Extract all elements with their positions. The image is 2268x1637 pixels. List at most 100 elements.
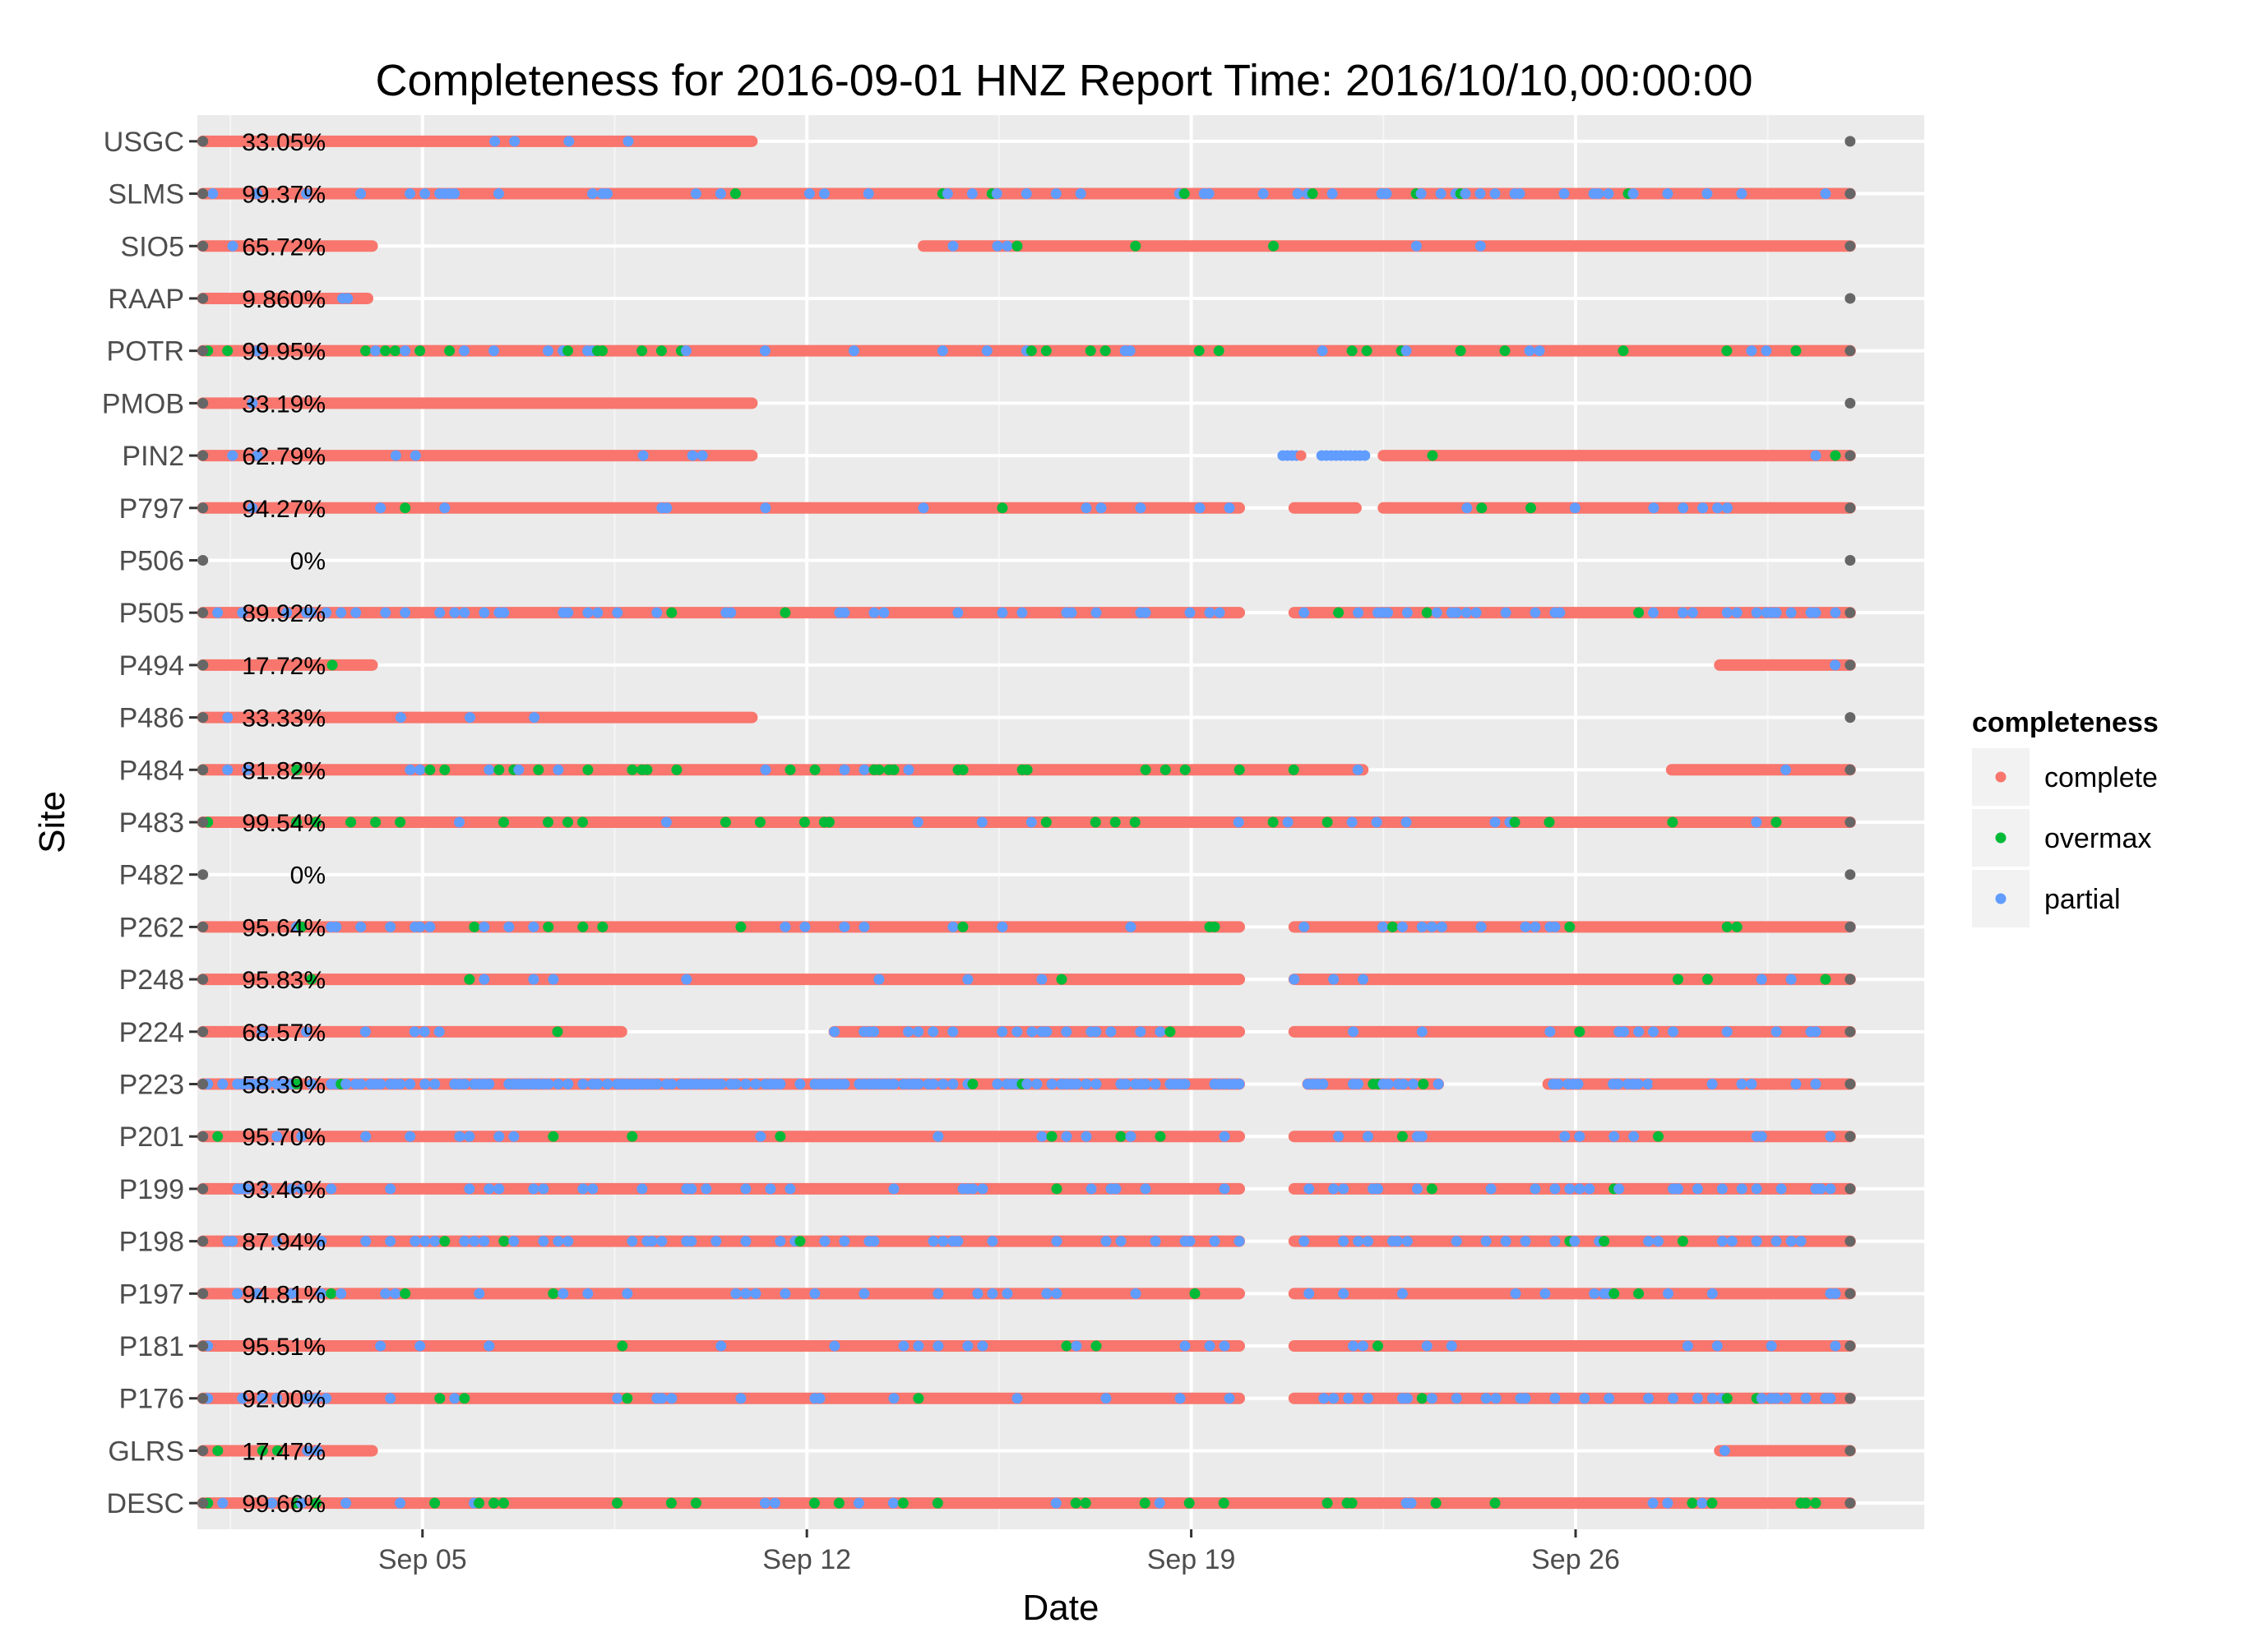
- data-point: [1135, 502, 1146, 514]
- data-point: [385, 921, 396, 932]
- data-point: [933, 1340, 944, 1352]
- data-point: [903, 1026, 914, 1038]
- data-point: [942, 188, 953, 200]
- data-point: [1179, 764, 1191, 775]
- data-point: [1303, 1288, 1315, 1299]
- data-point: [1214, 607, 1225, 618]
- data-point: [1510, 1288, 1521, 1299]
- data-point: [602, 1079, 613, 1090]
- data-point: [661, 502, 673, 514]
- data-point: [1706, 1079, 1718, 1090]
- data-point: [1090, 1026, 1102, 1038]
- data-point: [1372, 1340, 1383, 1352]
- data-point: [312, 1445, 323, 1456]
- data-point: [316, 1236, 327, 1247]
- data-point: [1433, 1079, 1444, 1090]
- data-point: [898, 1340, 910, 1352]
- data-point: [1790, 1079, 1802, 1090]
- data-point: [562, 1236, 574, 1247]
- data-point: [433, 1026, 445, 1038]
- data-point: [878, 607, 890, 618]
- data-point: [1224, 1393, 1235, 1404]
- data-point: [972, 1288, 984, 1299]
- data-point: [932, 1497, 943, 1509]
- data-point: [646, 1236, 658, 1247]
- data-point: [1233, 816, 1244, 828]
- data-point: [622, 1288, 633, 1299]
- data-point: [775, 1079, 786, 1090]
- data-point: [897, 1497, 909, 1509]
- data-point: [1593, 188, 1604, 200]
- data-point: [1040, 816, 1052, 828]
- data-point: [1183, 1497, 1195, 1509]
- data-point: [1346, 345, 1358, 357]
- data-point: [498, 607, 510, 618]
- data-point: [1470, 607, 1482, 618]
- data-point: [1820, 188, 1831, 200]
- data-point: [627, 764, 638, 775]
- data-point: [286, 1288, 298, 1299]
- data-point: [212, 607, 224, 618]
- data-point: [602, 188, 613, 200]
- data-point: [1219, 1340, 1230, 1352]
- data-point: [666, 607, 678, 618]
- data-point: [1317, 345, 1328, 357]
- data-point: [528, 973, 539, 985]
- data-point: [434, 1393, 446, 1404]
- y-tick-label: POTR: [107, 336, 184, 368]
- data-point: [1480, 1393, 1492, 1404]
- data-point: [1100, 1236, 1112, 1247]
- data-point: [997, 607, 1008, 618]
- data-point: [1490, 1393, 1502, 1404]
- completeness-label: 81.82%: [242, 757, 326, 784]
- data-point: [1416, 921, 1428, 932]
- data-point: [1663, 1288, 1673, 1299]
- data-point: [252, 345, 263, 357]
- data-point: [759, 1497, 771, 1509]
- data-point: [1396, 1288, 1408, 1299]
- data-point: [740, 1183, 752, 1195]
- data-point: [395, 1497, 406, 1509]
- data-point: [1716, 1183, 1728, 1195]
- data-point: [686, 1183, 697, 1195]
- data-point: [952, 607, 964, 618]
- site-row: [197, 1340, 1856, 1353]
- data-point: [1746, 1079, 1757, 1090]
- start-point: [197, 1026, 209, 1038]
- data-point: [725, 607, 737, 618]
- site-row: [197, 869, 1856, 881]
- data-point: [997, 921, 1008, 932]
- y-tick-label: RAAP: [108, 284, 184, 315]
- data-point: [1436, 921, 1447, 932]
- data-point: [656, 1393, 668, 1404]
- completeness-label: 95.64%: [242, 914, 326, 941]
- data-point: [1358, 973, 1368, 985]
- data-point: [1328, 1393, 1340, 1404]
- data-point: [991, 188, 1002, 200]
- data-point: [311, 1393, 322, 1404]
- data-point: [1628, 1131, 1640, 1142]
- data-point: [977, 1183, 988, 1195]
- data-point: [1381, 188, 1392, 200]
- data-point: [627, 1236, 638, 1247]
- data-point: [1633, 1288, 1645, 1299]
- data-point: [222, 345, 234, 357]
- x-tick-label: Sep 12: [762, 1544, 851, 1575]
- data-point: [336, 1288, 347, 1299]
- data-point: [1416, 1393, 1428, 1404]
- data-point: [464, 973, 475, 985]
- data-point: [454, 1131, 465, 1142]
- data-point: [612, 607, 623, 618]
- data-point: [1697, 502, 1709, 514]
- data-point: [340, 1079, 352, 1090]
- data-point: [479, 1236, 490, 1247]
- data-point: [913, 1026, 924, 1038]
- data-point: [345, 816, 357, 828]
- data-point: [1613, 1183, 1625, 1195]
- data-point: [562, 1079, 574, 1090]
- data-point: [848, 345, 859, 357]
- data-point: [759, 345, 771, 357]
- data-point: [651, 607, 663, 618]
- data-point: [750, 1288, 761, 1299]
- data-point: [697, 450, 708, 461]
